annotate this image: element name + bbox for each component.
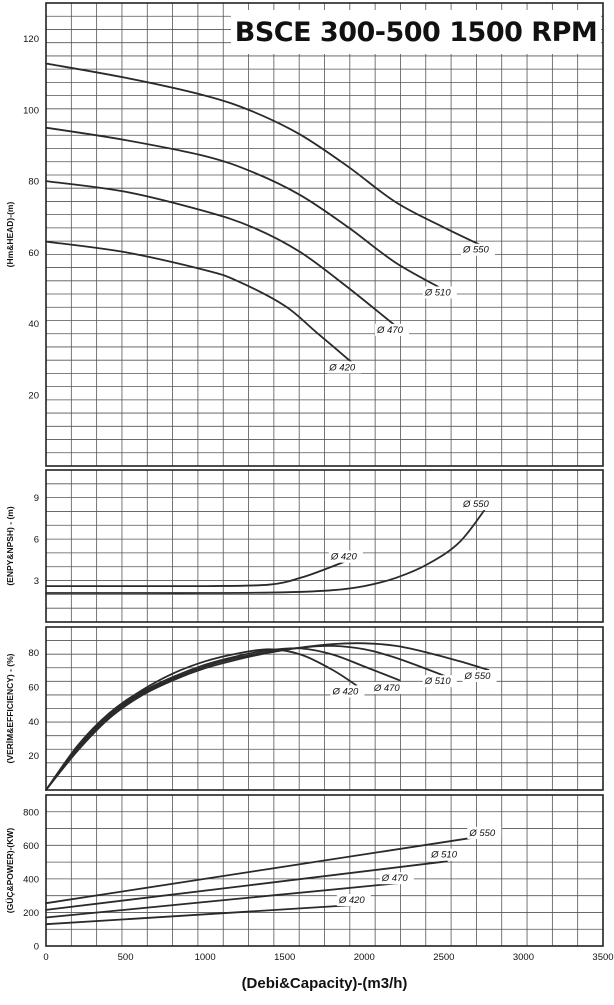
- series-label-bg: [460, 498, 495, 511]
- series-label-bg: [375, 323, 410, 336]
- series-label-bg: [462, 670, 497, 683]
- y-tick-label: 0: [34, 942, 39, 953]
- series-line-power-550: [45, 834, 490, 905]
- x-tick-label: 1500: [274, 952, 295, 963]
- series-label-bg: [336, 894, 371, 907]
- series-label-bg: [460, 243, 495, 256]
- y-tick-label: 40: [28, 717, 39, 728]
- series-label-npsh-420: Ø 420: [330, 552, 358, 563]
- series-label-npsh-550: Ø 550: [462, 499, 490, 510]
- series-line-power-420: [45, 904, 358, 926]
- y-tick-label: 20: [28, 751, 39, 762]
- panel-frame: [45, 469, 604, 623]
- series-label-power-550: Ø 550: [468, 828, 496, 839]
- y-axis-label: (VERİM&EFFICIENCY) - (%): [5, 653, 15, 763]
- series-line-efficiency-420: [45, 648, 358, 791]
- series-line-head-510: [45, 126, 448, 293]
- y-tick-label: 9: [34, 493, 39, 504]
- y-tick-label: 60: [28, 248, 39, 259]
- series-line-power-510: [45, 860, 448, 911]
- series-label-bg: [328, 550, 363, 563]
- y-tick-label: 80: [28, 177, 39, 188]
- x-tick-label: 2500: [433, 952, 454, 963]
- y-tick-label: 200: [23, 908, 39, 919]
- series-line-npsh-420: [45, 556, 358, 588]
- series-label-bg: [422, 675, 457, 688]
- panel-frame: [45, 2, 604, 467]
- panel-efficiency: 20 40 60 80 (VERİM&EFFICIENCY) - (%) Ø 420 Ø 4…: [5, 626, 604, 791]
- series-label-head-470: Ø 470: [376, 325, 404, 336]
- y-tick-label: 100: [23, 105, 39, 116]
- panel-head: 20 40 60 80 100 120 (Hm&HEAD)-(m) Ø 550 Ø 510 Ø 4…: [5, 2, 604, 467]
- x-tick-label: 2000: [354, 952, 375, 963]
- series-label-power-510: Ø 510: [430, 850, 458, 861]
- series-label-head-420: Ø 420: [328, 362, 356, 373]
- series-label-head-550: Ø 550: [462, 245, 490, 256]
- y-tick-label: 120: [23, 34, 39, 45]
- series-label-bg: [371, 682, 406, 695]
- series-line-efficiency-470: [45, 647, 401, 791]
- panel-power: 0 200 400 600 800 (GÜÇ&POWER)-(KW) 0 500 1000 150…: [5, 794, 614, 992]
- y-tick-label: 600: [23, 841, 39, 852]
- series-line-head-470: [45, 180, 401, 330]
- x-axis-label: (Debi&Capacity)-(m3/h): [242, 975, 408, 992]
- chart-title-box: BSCE 300-500 1500 RPM: [231, 10, 601, 54]
- y-tick-label: 80: [28, 648, 39, 659]
- y-axis-label: (Hm&HEAD)-(m): [5, 202, 15, 268]
- series-line-npsh-550: [45, 503, 490, 594]
- series-label-bg: [422, 286, 457, 299]
- series-label-bg: [327, 361, 362, 374]
- series-label-power-420: Ø 420: [338, 895, 366, 906]
- y-tick-label: 20: [28, 390, 39, 401]
- panel-npsh: 3 6 9 (ENPY&NPSH) - (m) Ø 420 Ø 550: [5, 469, 604, 623]
- y-tick-label: 3: [34, 576, 39, 587]
- x-tick-label: 3500: [592, 952, 613, 963]
- series-line-efficiency-550: [45, 642, 490, 791]
- series-label-efficiency-470: Ø 470: [373, 683, 401, 694]
- series-label-bg: [379, 872, 414, 885]
- series-line-head-550: [45, 62, 490, 250]
- series-label-efficiency-510: Ø 510: [424, 676, 452, 687]
- panel-frame: [45, 794, 604, 947]
- series-label-power-470: Ø 470: [381, 873, 409, 884]
- series-line-power-470: [45, 882, 401, 919]
- series-line-head-420: [45, 240, 358, 368]
- x-tick-label: 500: [118, 952, 134, 963]
- series-label-efficiency-420: Ø 420: [331, 686, 359, 697]
- panel-frame: [45, 626, 604, 791]
- series-label-bg: [467, 826, 502, 839]
- series-label-head-510: Ø 510: [424, 287, 452, 298]
- y-tick-label: 40: [28, 319, 39, 330]
- y-tick-label: 800: [23, 807, 39, 818]
- series-label-bg: [429, 848, 464, 861]
- x-tick-label: 1000: [195, 952, 216, 963]
- y-axis-label: (ENPY&NPSH) - (m): [5, 506, 15, 586]
- y-tick-label: 60: [28, 683, 39, 694]
- y-axis-label: (GÜÇ&POWER)-(KW): [5, 828, 15, 914]
- x-tick-label: 3000: [513, 952, 534, 963]
- x-tick-label: 0: [43, 952, 48, 963]
- chart-title: BSCE 300-500 1500 RPM: [234, 16, 598, 48]
- y-tick-label: 6: [34, 535, 39, 546]
- series-label-efficiency-550: Ø 550: [464, 671, 492, 682]
- y-tick-label: 400: [23, 874, 39, 885]
- series-line-efficiency-510: [45, 644, 448, 791]
- series-label-bg: [330, 685, 365, 698]
